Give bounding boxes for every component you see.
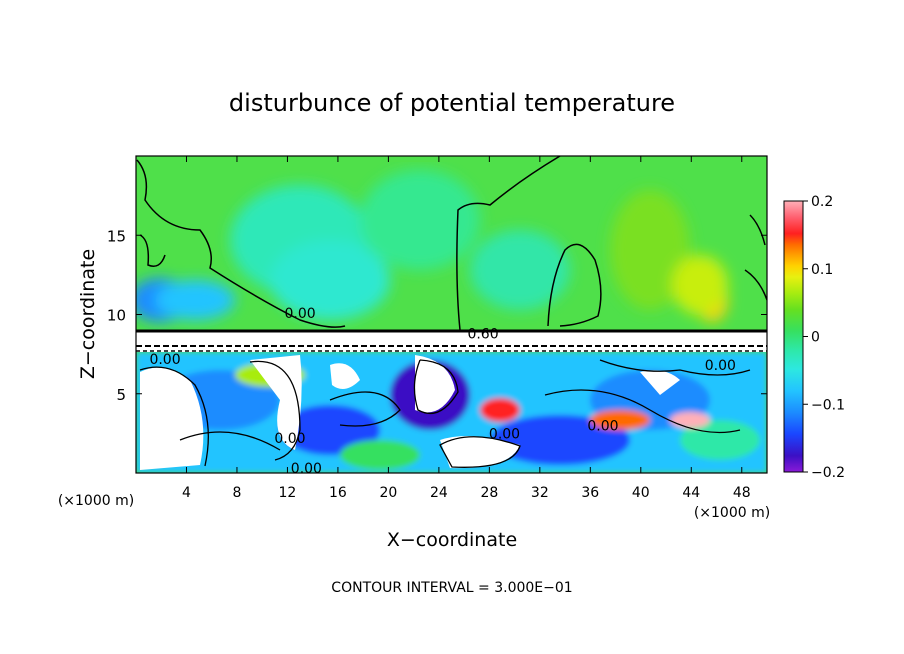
colorbar-tick-label: 0.2 xyxy=(811,194,833,210)
contour-label: 0.00 xyxy=(489,426,520,442)
colorbar-tick-label: −0.2 xyxy=(811,465,845,481)
x-tick-label: 44 xyxy=(682,485,700,501)
contour-label: 0.00 xyxy=(587,418,618,434)
contour-label: 0.00 xyxy=(284,306,315,322)
contour-label: 0.00 xyxy=(149,352,180,368)
y-tick-label: 15 xyxy=(107,227,126,245)
contour-label: 0.00 xyxy=(291,461,322,477)
y-axis-label: Z−coordinate xyxy=(77,249,99,379)
contour-label: 0.00 xyxy=(705,358,736,374)
y-tick-label: 5 xyxy=(116,386,126,404)
chart-title: disturbunce of potential temperature xyxy=(229,89,675,117)
x-tick-label: 32 xyxy=(531,485,549,501)
y-tick-label: 10 xyxy=(107,307,126,325)
x-tick-label: 20 xyxy=(379,485,397,501)
contour-interval-note: CONTOUR INTERVAL = 3.000E−01 xyxy=(331,580,572,596)
contour-label: 0.00 xyxy=(274,431,305,447)
x-tick-label: 8 xyxy=(232,485,241,501)
x-tick-label: 24 xyxy=(430,485,448,501)
x-tick-label: 40 xyxy=(632,485,650,501)
x-tick-label: 16 xyxy=(329,485,347,501)
x-tick-label: 48 xyxy=(733,485,751,501)
x-tick-label: 36 xyxy=(581,485,599,501)
colorbar-tick-label: −0.1 xyxy=(811,397,845,413)
colorbar-tick-label: 0.1 xyxy=(811,262,833,278)
colorbar xyxy=(783,200,804,473)
x-unit-left: (×1000 m) xyxy=(58,493,134,509)
x-unit-right: (×1000 m) xyxy=(694,505,770,521)
x-tick-label: 4 xyxy=(182,485,191,501)
contour-label: 0.60 xyxy=(467,327,498,343)
heatmap-field xyxy=(136,156,767,473)
x-tick-label: 28 xyxy=(480,485,498,501)
colorbar-tick-label: 0 xyxy=(811,330,820,346)
x-tick-label: 12 xyxy=(279,485,297,501)
x-axis-label: X−coordinate xyxy=(387,529,517,551)
